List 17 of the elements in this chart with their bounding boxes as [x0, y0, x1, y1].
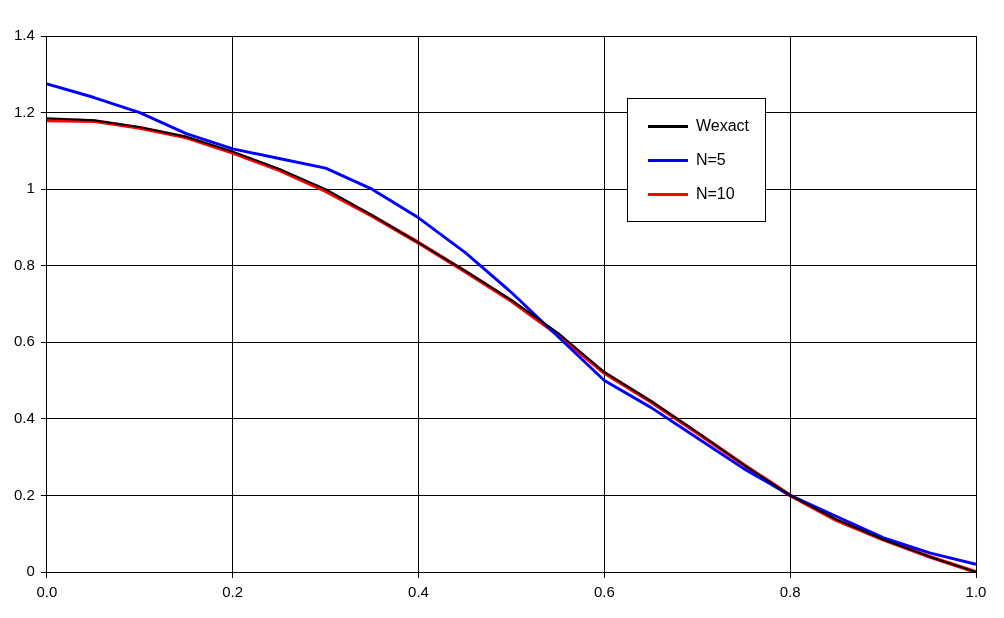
y-tick-label: 0.8: [13, 255, 35, 273]
x-tick-label: 1.0: [965, 583, 987, 601]
x-tick-label: 0.6: [593, 583, 615, 601]
legend-label: N=10: [695, 185, 735, 203]
x-tick-label: 0.8: [779, 583, 801, 601]
y-tick-label: 0.6: [13, 332, 35, 350]
legend-label: Wexact: [695, 117, 749, 135]
x-tick-label: 0.0: [36, 583, 58, 601]
legend-label: N=5: [695, 151, 726, 169]
y-tick-label: 0: [26, 562, 35, 580]
y-tick-label: 0.4: [13, 409, 35, 426]
y-tick-label: 0.2: [13, 485, 35, 503]
x-tick-label: 0.2: [222, 583, 244, 601]
y-tick-label: 1: [26, 179, 35, 197]
x-tick-label: 0.4: [408, 583, 429, 601]
y-tick-label: 1.4: [13, 26, 35, 44]
y-tick-label: 1.2: [13, 102, 35, 120]
